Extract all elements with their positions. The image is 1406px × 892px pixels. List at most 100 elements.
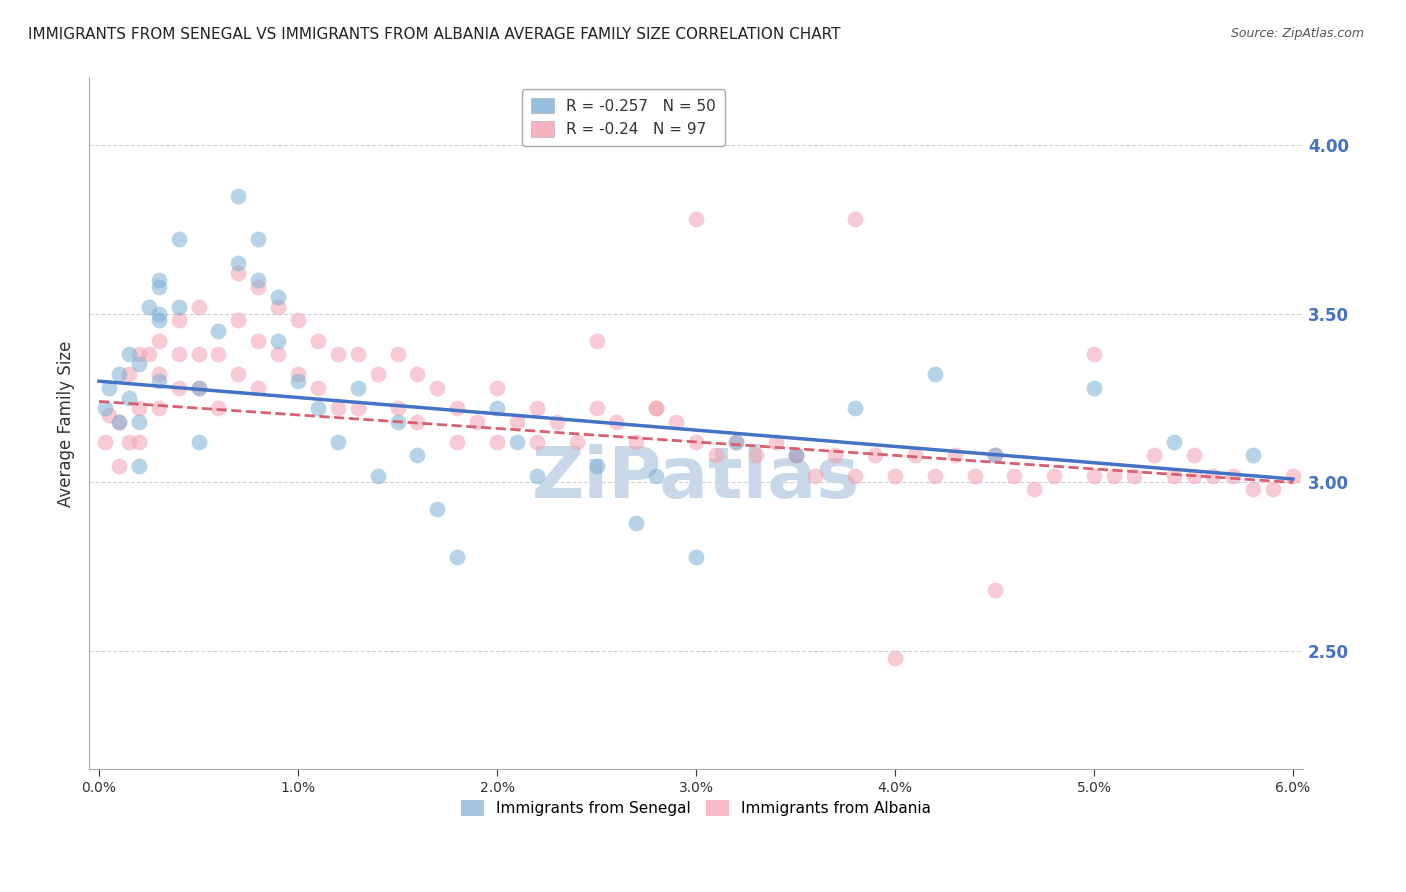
Point [943, 449, 966, 463]
Point [626, 434, 648, 449]
Point [406, 449, 429, 463]
Point [167, 381, 190, 395]
Point [118, 347, 141, 361]
Point [426, 502, 449, 516]
Point [863, 449, 886, 463]
Point [267, 290, 290, 304]
Point [626, 516, 648, 530]
Point [724, 434, 747, 449]
Point [1241, 482, 1264, 496]
Point [148, 374, 170, 388]
Point [128, 415, 150, 429]
Point [228, 313, 250, 327]
Y-axis label: Average Family Size: Average Family Size [58, 340, 75, 507]
Point [118, 391, 141, 405]
Point [108, 458, 131, 473]
Point [247, 381, 270, 395]
Point [167, 300, 190, 314]
Point [128, 357, 150, 371]
Point [138, 347, 160, 361]
Point [704, 449, 727, 463]
Point [307, 401, 329, 416]
Point [446, 401, 468, 416]
Point [1002, 468, 1025, 483]
Point [148, 368, 170, 382]
Point [1222, 468, 1244, 483]
Point [1083, 468, 1105, 483]
Point [148, 313, 170, 327]
Point [94, 434, 117, 449]
Point [187, 434, 209, 449]
Text: Source: ZipAtlas.com: Source: ZipAtlas.com [1230, 27, 1364, 40]
Point [307, 381, 329, 395]
Point [1261, 482, 1284, 496]
Point [228, 256, 250, 270]
Point [287, 368, 309, 382]
Point [1241, 449, 1264, 463]
Point [148, 334, 170, 348]
Point [167, 313, 190, 327]
Point [983, 449, 1005, 463]
Point [406, 415, 429, 429]
Point [1202, 468, 1225, 483]
Point [228, 368, 250, 382]
Point [367, 468, 389, 483]
Point [167, 232, 190, 246]
Point [446, 549, 468, 564]
Point [367, 368, 389, 382]
Point [148, 401, 170, 416]
Point [724, 434, 747, 449]
Point [844, 401, 866, 416]
Point [108, 415, 131, 429]
Point [426, 381, 449, 395]
Point [207, 324, 229, 338]
Point [128, 458, 150, 473]
Point [128, 434, 150, 449]
Point [506, 434, 529, 449]
Point [526, 434, 548, 449]
Point [247, 334, 270, 348]
Point [247, 279, 270, 293]
Point [1143, 449, 1166, 463]
Point [844, 212, 866, 227]
Point [148, 307, 170, 321]
Point [884, 651, 907, 665]
Point [247, 232, 270, 246]
Point [645, 401, 668, 416]
Point [685, 549, 707, 564]
Point [465, 415, 488, 429]
Point [346, 381, 368, 395]
Point [884, 468, 907, 483]
Point [128, 347, 150, 361]
Point [287, 374, 309, 388]
Point [605, 415, 627, 429]
Point [1163, 434, 1185, 449]
Point [485, 381, 508, 395]
Point [645, 401, 668, 416]
Point [1043, 468, 1066, 483]
Point [326, 401, 349, 416]
Point [118, 368, 141, 382]
Point [983, 449, 1005, 463]
Point [904, 449, 927, 463]
Point [963, 468, 986, 483]
Point [187, 300, 209, 314]
Point [98, 408, 121, 422]
Point [526, 468, 548, 483]
Point [446, 434, 468, 449]
Point [228, 266, 250, 280]
Point [1282, 468, 1305, 483]
Legend: Immigrants from Senegal, Immigrants from Albania: Immigrants from Senegal, Immigrants from… [453, 793, 939, 824]
Point [685, 434, 707, 449]
Point [267, 347, 290, 361]
Point [804, 468, 827, 483]
Point [844, 468, 866, 483]
Point [307, 334, 329, 348]
Point [765, 434, 787, 449]
Text: ZiPatlas: ZiPatlas [531, 444, 860, 513]
Point [108, 415, 131, 429]
Point [924, 368, 946, 382]
Point [665, 415, 688, 429]
Point [108, 368, 131, 382]
Point [824, 449, 846, 463]
